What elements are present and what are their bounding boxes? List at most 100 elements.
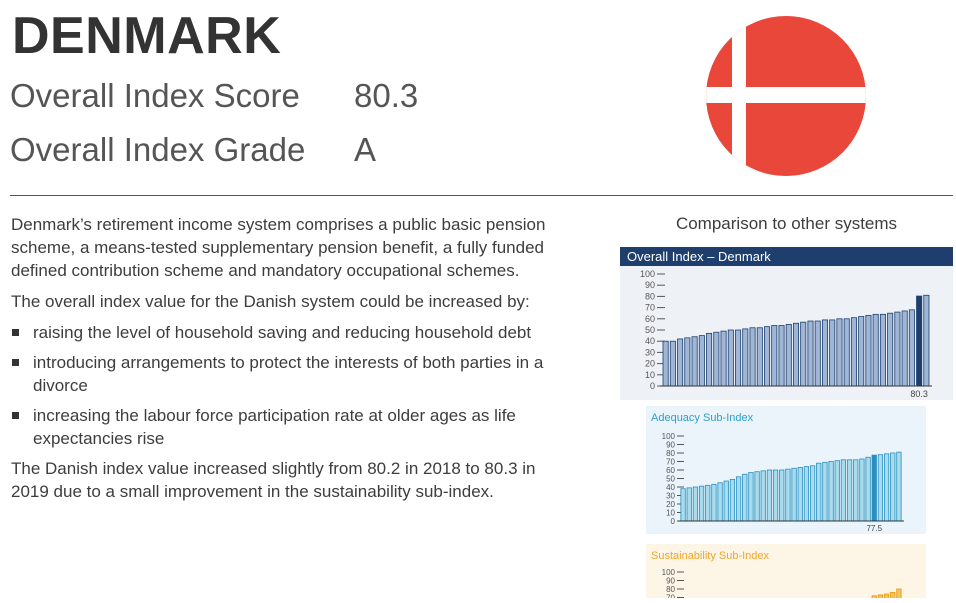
y-tick-label: 50	[666, 475, 675, 484]
bar	[821, 319, 828, 387]
y-tick-label: 60	[666, 466, 675, 475]
bar	[771, 325, 778, 387]
bar	[792, 322, 800, 387]
y-tick-label: 70	[666, 594, 675, 599]
bar	[846, 459, 853, 522]
bar	[742, 328, 749, 387]
bar	[887, 312, 894, 387]
list-item: increasing the labour force participatio…	[11, 404, 576, 450]
bar	[729, 478, 736, 522]
bar	[686, 487, 692, 522]
bar	[669, 340, 676, 387]
bar	[720, 330, 727, 387]
bar	[896, 588, 902, 603]
sustainability-chart: Sustainability Sub-Index 100 90 80 70	[646, 544, 926, 603]
bar	[705, 484, 711, 522]
y-tick-label: 100	[640, 269, 655, 279]
bar	[692, 486, 699, 522]
bullet-icon	[12, 329, 19, 336]
bar	[797, 467, 803, 522]
bar	[717, 482, 723, 522]
y-tick-label: 50	[645, 325, 655, 335]
bar	[800, 321, 807, 387]
score-label: Overall Index Score	[10, 77, 300, 114]
highlight-value-label: 77.5	[866, 524, 882, 533]
bar	[791, 467, 797, 522]
bar	[727, 329, 734, 387]
bar	[896, 451, 902, 522]
bar	[748, 472, 754, 522]
y-tick-label: 70	[645, 303, 655, 313]
bar	[772, 469, 779, 522]
bar	[706, 332, 713, 387]
bar	[858, 316, 865, 387]
bar	[814, 320, 821, 387]
y-tick-label: 90	[666, 441, 675, 450]
bar	[677, 338, 684, 387]
bar	[865, 315, 872, 387]
bar	[901, 310, 908, 387]
bar	[883, 593, 890, 603]
bar	[785, 468, 791, 522]
bar	[764, 326, 771, 387]
bullet-icon	[12, 359, 19, 366]
y-tick-label: 10	[645, 370, 655, 380]
y-tick-label: 40	[666, 483, 675, 492]
bar	[836, 318, 843, 387]
bar	[735, 329, 742, 387]
chart-title: Overall Index – Denmark	[620, 247, 953, 266]
country-title: DENMARK	[12, 7, 282, 65]
bar	[859, 458, 865, 522]
y-tick-label: 90	[645, 280, 655, 290]
y-tick-label: 70	[666, 458, 675, 467]
recommendation-list: raising the level of household saving an…	[11, 321, 576, 450]
closing-paragraph: The Danish index value increased slightl…	[11, 459, 536, 501]
bar	[779, 469, 785, 522]
bar	[803, 466, 810, 522]
bar	[749, 327, 756, 387]
bar	[684, 337, 691, 387]
y-tick-label: 100	[662, 568, 676, 577]
bar	[766, 469, 773, 522]
bullet-icon	[12, 412, 19, 419]
bar	[890, 592, 896, 603]
list-item: raising the level of household saving an…	[11, 321, 576, 344]
y-tick-label: 90	[666, 577, 675, 586]
y-tick-label: 80	[666, 585, 675, 594]
intro-paragraph: Denmark’s retirement income system compr…	[11, 215, 546, 280]
y-tick-label: 100	[662, 432, 676, 441]
bar	[680, 488, 686, 522]
bar	[883, 453, 890, 522]
chart-title: Adequacy Sub-Index	[651, 412, 754, 424]
list-item: introducing arrangements to protect the …	[11, 351, 576, 397]
bar	[698, 335, 705, 387]
bar	[865, 456, 871, 522]
bar	[872, 313, 879, 387]
bar	[691, 336, 698, 387]
bar	[807, 320, 814, 387]
bar	[778, 325, 785, 387]
score-row: Overall Index Score 80.3	[10, 76, 418, 116]
grade-label: Overall Index Grade	[10, 131, 306, 168]
chart-title: Sustainability Sub-Index	[651, 550, 770, 562]
grade-value: A	[354, 131, 377, 168]
bar	[760, 470, 766, 522]
bar	[850, 317, 857, 387]
bar	[890, 452, 896, 522]
y-tick-label: 30	[645, 347, 655, 357]
bar	[840, 459, 847, 522]
bar	[923, 294, 930, 387]
y-tick-label: 20	[645, 359, 655, 369]
divider	[10, 195, 953, 196]
y-tick-label: 40	[645, 336, 655, 346]
y-tick-label: 30	[666, 492, 675, 501]
bar	[894, 311, 901, 387]
bar	[723, 480, 729, 522]
bar	[809, 465, 816, 522]
y-tick-label: 80	[645, 291, 655, 301]
y-tick-label: 20	[666, 500, 675, 509]
body-text: Denmark’s retirement income system compr…	[11, 213, 576, 511]
y-tick-label: 0	[650, 381, 655, 391]
